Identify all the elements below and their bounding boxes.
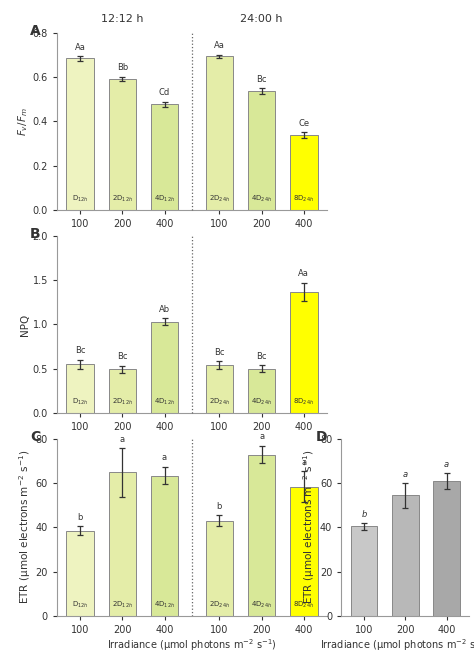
Text: 8D$_{24h}$: 8D$_{24h}$ [293, 194, 314, 205]
Text: a: a [403, 470, 408, 479]
Bar [206, 56, 233, 210]
Text: Bc: Bc [75, 346, 85, 355]
Bar [433, 481, 460, 616]
Text: C: C [30, 430, 40, 444]
Bar [290, 135, 318, 210]
Text: 2D$_{12h}$: 2D$_{12h}$ [112, 194, 133, 205]
Bar [206, 365, 233, 412]
Text: D$_{12h}$: D$_{12h}$ [72, 600, 88, 610]
Text: b: b [77, 513, 83, 522]
Bar [248, 91, 275, 210]
Text: a: a [162, 453, 167, 462]
Bar [290, 292, 318, 412]
Text: Bc: Bc [117, 352, 128, 361]
Text: 8D$_{24h}$: 8D$_{24h}$ [293, 397, 314, 407]
Text: 12:12 h: 12:12 h [101, 15, 144, 24]
Text: a: a [444, 460, 449, 469]
Text: 2D$_{12h}$: 2D$_{12h}$ [112, 600, 133, 610]
Text: B: B [30, 227, 40, 241]
Text: D$_{12h}$: D$_{12h}$ [72, 194, 88, 205]
Bar [66, 58, 94, 210]
Text: A: A [30, 24, 41, 38]
Text: Bc: Bc [256, 75, 267, 84]
Text: 2D$_{24h}$: 2D$_{24h}$ [209, 600, 230, 610]
Text: 2D$_{12h}$: 2D$_{12h}$ [112, 397, 133, 407]
Text: b: b [361, 510, 367, 518]
Bar [351, 526, 377, 616]
Y-axis label: ETR (μmol electrons m$^{-2}$ s$^{-1}$): ETR (μmol electrons m$^{-2}$ s$^{-1}$) [301, 450, 317, 604]
Text: D: D [316, 430, 327, 444]
Text: Bb: Bb [117, 63, 128, 72]
Bar [392, 495, 419, 616]
Text: a: a [301, 457, 306, 467]
Text: 4D$_{24h}$: 4D$_{24h}$ [251, 194, 272, 205]
X-axis label: Irradiance (μmol photons m$^{-2}$ s$^{-1}$): Irradiance (μmol photons m$^{-2}$ s$^{-1… [320, 638, 474, 653]
Bar [151, 104, 178, 210]
Bar [206, 521, 233, 616]
Text: b: b [217, 502, 222, 511]
Y-axis label: NPQ: NPQ [20, 313, 30, 336]
Text: 4D$_{24h}$: 4D$_{24h}$ [251, 600, 272, 610]
Text: Bc: Bc [256, 352, 267, 361]
Text: Aa: Aa [299, 269, 309, 279]
Text: 2D$_{24h}$: 2D$_{24h}$ [209, 397, 230, 407]
Bar [109, 369, 136, 412]
Bar [109, 472, 136, 616]
Text: Ab: Ab [159, 305, 170, 314]
Text: D$_{12h}$: D$_{12h}$ [72, 397, 88, 407]
Text: 4D$_{24h}$: 4D$_{24h}$ [251, 397, 272, 407]
X-axis label: Irradiance (μmol photons m$^{-2}$ s$^{-1}$): Irradiance (μmol photons m$^{-2}$ s$^{-1… [107, 638, 277, 653]
Text: Aa: Aa [75, 43, 85, 52]
Bar [151, 475, 178, 616]
Bar [248, 369, 275, 412]
Text: Bc: Bc [214, 348, 225, 357]
Bar [109, 79, 136, 210]
Y-axis label: $F_v/F_m$: $F_v/F_m$ [16, 107, 30, 136]
Bar [290, 487, 318, 616]
Bar [66, 531, 94, 616]
Text: 4D$_{12h}$: 4D$_{12h}$ [154, 194, 175, 205]
Text: a: a [120, 434, 125, 444]
Bar [248, 455, 275, 616]
Bar [151, 322, 178, 412]
Text: Aa: Aa [214, 41, 225, 50]
Text: 8D$_{24h}$: 8D$_{24h}$ [293, 600, 314, 610]
Text: Ce: Ce [298, 119, 310, 128]
Y-axis label: ETR (μmol electrons m$^{-2}$ s$^{-1}$): ETR (μmol electrons m$^{-2}$ s$^{-1}$) [17, 450, 33, 604]
Text: a: a [259, 432, 264, 442]
Bar [66, 364, 94, 412]
Text: 2D$_{24h}$: 2D$_{24h}$ [209, 194, 230, 205]
Text: 24:00 h: 24:00 h [240, 15, 283, 24]
Text: Cd: Cd [159, 88, 170, 97]
Text: 4D$_{12h}$: 4D$_{12h}$ [154, 397, 175, 407]
Text: 4D$_{12h}$: 4D$_{12h}$ [154, 600, 175, 610]
